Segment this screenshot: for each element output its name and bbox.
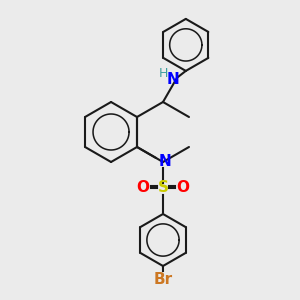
Text: Br: Br (153, 272, 172, 287)
Text: S: S (158, 181, 169, 196)
Text: N: N (159, 154, 171, 169)
Text: N: N (167, 72, 179, 87)
Text: O: O (136, 181, 149, 196)
Text: O: O (176, 181, 190, 196)
Text: H: H (158, 67, 168, 80)
